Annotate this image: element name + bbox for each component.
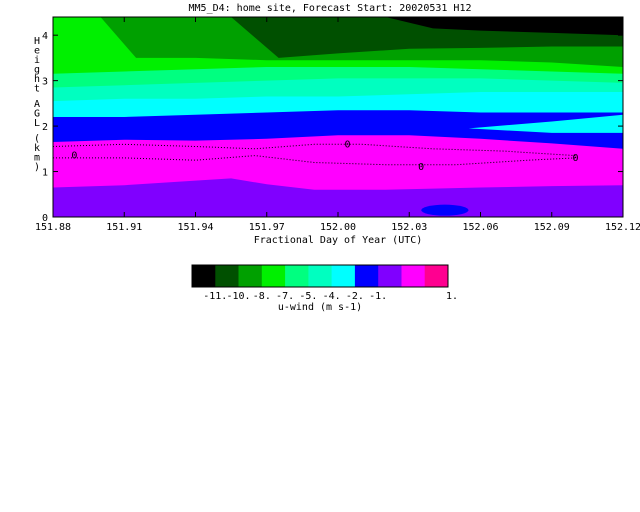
y-label-char: ) [34,162,40,173]
y-label-char: k [34,143,40,154]
y-label-char: i [34,55,40,66]
colorbar: -11. -10. -8. -7. -5. -4. -2. -1. 1. [191,264,458,302]
contour-label: 0 [71,151,77,162]
x-axis-ticks: 151.88 151.91 151.94 151.97 152.00 152.03 152.… [35,17,640,233]
x-tick-label: 151.97 [249,222,285,233]
colorbar-tick-label: -8. [253,291,271,302]
colorbar-swatch [238,265,263,287]
colorbar-tick-label: -10. [226,291,250,302]
x-tick-label: 151.88 [35,222,71,233]
y-tick-label: 1 [42,168,48,179]
colorbar-swatch [192,265,216,287]
colorbar-swatch [261,265,286,287]
colorbar-tick-label: -5. [299,291,317,302]
chart-title: MM5_D4: home site, Forecast Start: 20020… [189,3,472,14]
y-label-char: g [34,65,40,76]
y-axis-ticks: 0 1 2 3 4 [42,31,623,224]
colorbar-swatch [401,265,426,287]
x-tick-label: 152.00 [320,222,356,233]
colorbar-tick-label: -1. [369,291,387,302]
colorbar-swatch [215,265,240,287]
y-label-char: t [34,84,40,95]
y-label-char: h [34,74,40,85]
contour-label: 0 [344,139,350,150]
x-tick-label: 152.03 [391,222,427,233]
blue-surface-patch [421,204,469,216]
zero-contour-line [53,143,576,157]
colorbar-tick-label: -2. [346,291,364,302]
colorbar-tick-label: -11. [203,291,227,302]
y-tick-label: 3 [42,77,48,88]
contour-label: 0 [572,153,578,164]
y-label-char: e [34,46,40,57]
x-tick-label: 151.91 [106,222,142,233]
colorbar-tick-label: 1. [446,291,458,302]
zero-contour-line [53,155,576,166]
x-tick-label: 152.06 [462,222,498,233]
zero-contour-lines: 0 0 0 0 [53,139,579,173]
x-axis-label: Fractional Day of Year (UTC) [254,235,423,246]
colorbar-tick-label: -4. [323,291,341,302]
y-tick-label: 0 [42,213,48,224]
y-label-char: H [34,36,40,47]
y-label-char: m [34,153,40,164]
y-label-char: ( [34,134,40,145]
colorbar-swatch [354,265,379,287]
colorbar-tick-label: -7. [276,291,294,302]
contour-fills [53,17,623,217]
y-label-char: L [34,118,40,129]
colorbar-swatch [308,265,333,287]
colorbar-swatch [378,265,402,287]
y-tick-label: 2 [42,122,48,133]
y-tick-label: 4 [42,31,48,42]
colorbar-swatch [331,265,356,287]
y-label-char: A [34,99,40,110]
colorbar-swatch [285,265,309,287]
colorbar-frame [191,264,449,288]
colorbar-label: u-wind (m s-1) [278,302,362,313]
cyan-wedge-region [468,114,623,133]
x-tick-label: 152.12 [605,222,640,233]
contour-label: 0 [418,162,424,173]
y-label-char: G [34,109,40,120]
x-tick-label: 152.09 [534,222,570,233]
x-tick-label: 151.94 [177,222,213,233]
colorbar-swatch [424,265,449,287]
contour-band [53,178,623,217]
